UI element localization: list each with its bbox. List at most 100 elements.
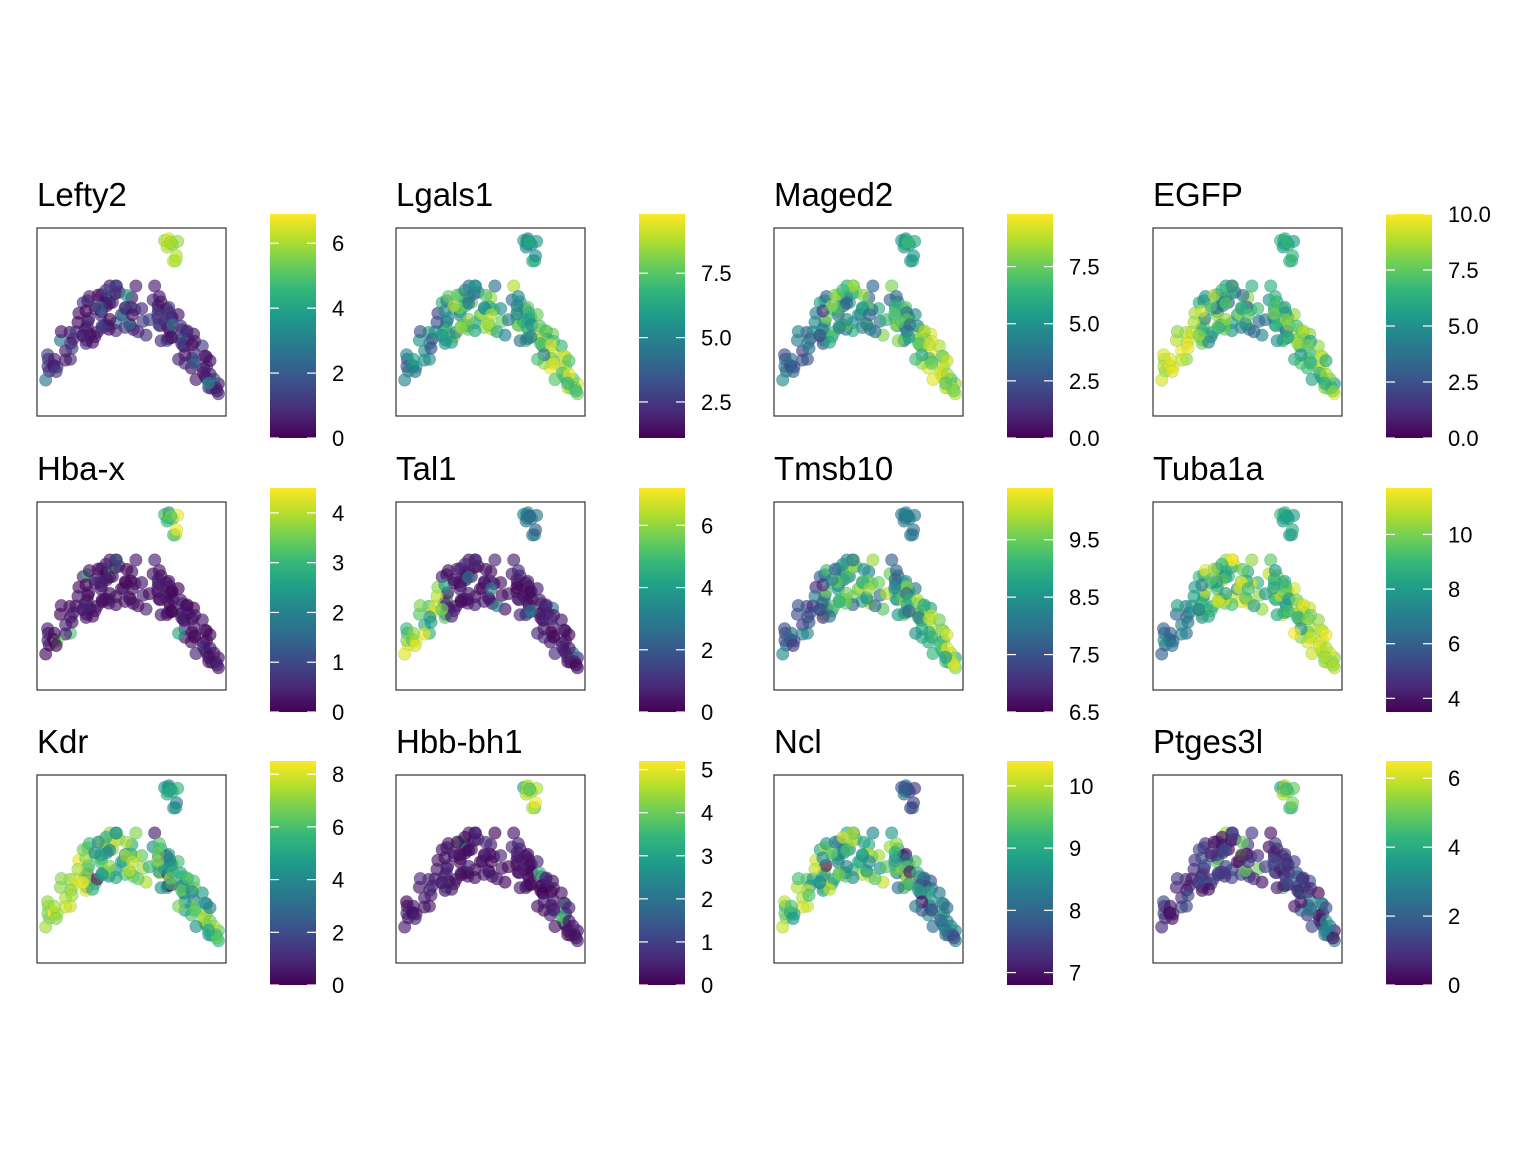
scatter-point	[926, 919, 940, 933]
scatter-point	[1304, 356, 1318, 370]
scatter-point	[784, 352, 798, 366]
colorbar-tick-label: 10	[1069, 774, 1093, 799]
colorbar	[1007, 761, 1053, 985]
scatter-point	[170, 249, 184, 263]
scatter-point	[454, 321, 468, 335]
scatter-point	[1301, 338, 1315, 352]
scatter-point	[868, 325, 882, 339]
scatter-point	[840, 296, 854, 310]
scatter-point	[1318, 650, 1332, 664]
scatter-point	[836, 557, 850, 571]
scatter-point	[1305, 919, 1319, 933]
scatter-point	[458, 557, 472, 571]
scatter-point	[103, 859, 117, 873]
plot-frame	[395, 501, 586, 691]
scatter-point	[906, 249, 920, 263]
scatter-point	[65, 615, 79, 629]
scatter-point	[120, 562, 134, 576]
colorbar	[1386, 488, 1432, 712]
panel-kdr: Kdr 0 2 4 6 8	[36, 723, 344, 998]
scatter-point	[1326, 658, 1340, 672]
scatter-point	[49, 911, 63, 925]
scatter-point	[888, 854, 902, 868]
scatter-point	[1318, 923, 1332, 937]
panel-tal1: Tal1 0 2 4 6	[395, 450, 713, 725]
scatter-point	[1319, 628, 1333, 642]
scatter-point	[398, 920, 412, 934]
plot-frame	[773, 501, 964, 691]
scatter-point	[791, 599, 805, 613]
scatter-point	[1318, 376, 1332, 390]
scatter-point	[103, 296, 117, 310]
scatter-point	[1219, 312, 1233, 326]
scatter-point	[569, 658, 583, 672]
scatter-point	[832, 868, 846, 882]
plot-frame	[36, 501, 227, 691]
scatter-point	[901, 509, 915, 523]
scatter-point	[840, 586, 854, 600]
scatter-point	[544, 338, 558, 352]
scatter-point	[548, 919, 562, 933]
scatter-point	[103, 312, 117, 326]
scatter-points	[776, 506, 962, 675]
scatter-point	[888, 307, 902, 321]
scatter-point	[76, 328, 90, 342]
scatter-point	[99, 830, 113, 844]
scatter-point	[1181, 615, 1195, 629]
scatter-point	[408, 364, 422, 378]
scatter-point	[510, 307, 524, 321]
scatter-point	[203, 628, 217, 642]
scatter-point	[1155, 373, 1169, 387]
scatter-point	[1181, 888, 1195, 902]
scatter-point	[902, 877, 916, 891]
scatter-point	[165, 604, 179, 618]
panel-title: Hba-x	[37, 450, 126, 487]
scatter-point	[398, 373, 412, 387]
scatter-point	[1319, 901, 1333, 915]
scatter-point	[922, 612, 936, 626]
scatter-point	[866, 279, 880, 293]
scatter-point	[940, 901, 954, 915]
scatter-point	[172, 626, 186, 640]
scatter-point	[947, 931, 961, 945]
scatter-point	[398, 647, 412, 661]
colorbar-tick-label: 2	[332, 600, 344, 625]
scatter-point	[185, 612, 199, 626]
colorbar-tick-label: 10	[1448, 522, 1472, 547]
scatter-point	[531, 352, 545, 366]
scatter-point	[172, 899, 186, 913]
panel-lgals1: Lgals1 2.5 5.0 7.5	[395, 176, 732, 438]
scatter-points	[39, 232, 225, 401]
scatter-point	[1219, 586, 1233, 600]
scatter-point	[926, 372, 940, 386]
scatter-point	[1301, 612, 1315, 626]
scatter-point	[1281, 877, 1295, 891]
scatter-point	[1267, 307, 1281, 321]
scatter-point	[547, 356, 561, 370]
scatter-point	[917, 324, 931, 338]
colorbar-tick-label: 2.5	[701, 390, 732, 415]
scatter-point	[1219, 570, 1233, 584]
scatter-point	[539, 871, 553, 885]
scatter-point	[1247, 599, 1261, 613]
scatter-point	[1155, 647, 1169, 661]
scatter-point	[909, 626, 923, 640]
scatter-point	[802, 341, 816, 355]
scatter-point	[836, 283, 850, 297]
colorbar-tick-label: 4	[332, 868, 344, 893]
colorbar-tick-label: 2	[701, 638, 713, 663]
panel-tmsb10: Tmsb10 6.5 7.5 8.5 9.5	[773, 450, 1100, 725]
scatter-points	[39, 779, 225, 948]
colorbar	[1386, 761, 1432, 985]
colorbar-tick-label: 2	[332, 361, 344, 386]
scatter-point	[406, 352, 420, 366]
scatter-point	[832, 595, 846, 609]
colorbar	[270, 214, 316, 438]
colorbar	[639, 214, 685, 438]
panel-title: Lgals1	[396, 176, 493, 213]
scatter-point	[435, 602, 449, 616]
scatter-point	[840, 859, 854, 873]
scatter-point	[561, 376, 575, 390]
scatter-point	[189, 646, 203, 660]
colorbar-tick-label: 1	[701, 930, 713, 955]
